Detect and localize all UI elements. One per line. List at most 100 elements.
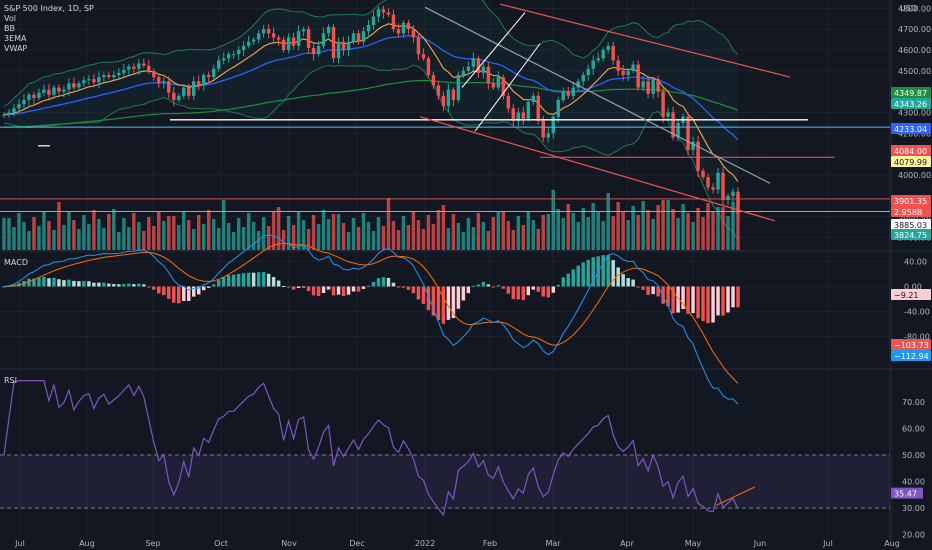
- macd-histogram-bar: [37, 277, 41, 287]
- volume-bar: [546, 214, 550, 250]
- rsi-tick-label: 60.00: [902, 424, 925, 433]
- volume-bar: [506, 221, 511, 250]
- volume-bar: [147, 217, 151, 250]
- candle-body: [566, 91, 570, 96]
- price-tag-label: 4079.99: [894, 158, 927, 167]
- candle-body: [107, 75, 111, 78]
- macd-title[interactable]: MACD: [4, 258, 28, 267]
- x-tick-label: Jul: [14, 539, 25, 548]
- candle-body: [576, 81, 580, 88]
- macd-histogram-bar: [167, 286, 171, 299]
- volume-bar: [511, 230, 516, 250]
- candle-body: [241, 45, 246, 50]
- indicator-3ema[interactable]: 3EMA: [4, 34, 27, 43]
- volume-bar: [92, 210, 96, 250]
- candle-body: [536, 95, 541, 121]
- candle-body: [406, 22, 411, 30]
- macd-histogram-bar: [471, 285, 476, 287]
- candle-body: [731, 191, 735, 196]
- macd-tick-label: -80.00: [904, 333, 930, 342]
- macd-histogram-bar: [726, 286, 730, 313]
- macd-histogram-bar: [441, 286, 446, 324]
- rsi-trendline: [715, 486, 756, 506]
- candle-body: [311, 47, 316, 55]
- candle-body: [441, 95, 446, 107]
- volume-bar: [216, 228, 221, 250]
- macd-histogram-bar: [506, 286, 511, 294]
- candle-body: [341, 41, 346, 50]
- macd-histogram-bar: [336, 286, 341, 295]
- macd-histogram-bar: [626, 278, 630, 287]
- candle-body: [271, 33, 276, 38]
- macd-histogram-bar: [301, 286, 306, 288]
- macd-histogram-bar: [122, 284, 126, 287]
- volume-bar: [556, 209, 560, 250]
- volume-bar: [451, 214, 456, 250]
- candle-body: [122, 69, 126, 73]
- macd-histogram-bar: [676, 286, 680, 313]
- macd-histogram-bar: [501, 286, 506, 289]
- macd-histogram-bar: [541, 286, 546, 297]
- price-tick-label: 4700.00: [898, 25, 931, 34]
- macd-histogram-bar: [496, 285, 501, 287]
- symbol-title[interactable]: S&P 500 Index, 1D, SP: [4, 4, 94, 13]
- candle-body: [256, 33, 261, 40]
- indicator-vol[interactable]: Vol: [4, 14, 16, 23]
- macd-histogram-bar: [87, 281, 91, 287]
- candle-body: [177, 95, 181, 100]
- candle-body: [511, 108, 516, 121]
- candle-body: [221, 58, 226, 61]
- volume-bar: [641, 201, 645, 250]
- macd-histogram-bar: [551, 286, 555, 293]
- candle-body: [581, 75, 585, 82]
- candle-body: [591, 60, 595, 69]
- candle-body: [491, 83, 496, 88]
- volume-bar: [167, 216, 171, 250]
- rsi-tick-label: 30.00: [902, 504, 925, 513]
- candle-body: [571, 87, 575, 96]
- volume-bar: [122, 218, 126, 250]
- macd-histogram-bar: [2, 286, 6, 288]
- indicator-vwap[interactable]: VWAP: [4, 44, 28, 53]
- macd-histogram-bar: [456, 286, 461, 309]
- price-tag-bg: [891, 229, 931, 240]
- macd-histogram-bar: [137, 283, 141, 287]
- macd-histogram-bar: [696, 286, 700, 319]
- macd-histogram-bar: [736, 286, 740, 308]
- candle-body: [87, 79, 91, 81]
- macd-histogram-bar: [291, 286, 296, 290]
- macd-histogram-bar: [581, 262, 585, 287]
- volume-bar: [391, 221, 396, 250]
- macd-histogram-bar: [371, 281, 376, 287]
- macd-histogram-bar: [421, 286, 426, 304]
- rsi-tick-label: 40.00: [902, 478, 925, 487]
- candle-body: [676, 122, 680, 138]
- macd-histogram-bar: [211, 284, 216, 287]
- candle-body: [22, 100, 26, 105]
- macd-histogram-bar: [182, 286, 186, 301]
- indicator-bb[interactable]: BB: [4, 24, 15, 33]
- volume-bar: [611, 216, 615, 250]
- volume-bar: [331, 214, 336, 250]
- macd-histogram-bar: [521, 286, 526, 301]
- macd-histogram-bar: [117, 284, 121, 287]
- macd-histogram-bar: [67, 279, 71, 287]
- rsi-title[interactable]: RSI: [4, 376, 17, 385]
- candle-body: [291, 37, 296, 46]
- candle-body: [127, 66, 131, 70]
- ema-slow-line: [3, 79, 739, 128]
- macd-histogram-bar: [281, 285, 286, 287]
- channel-top: [499, 3, 791, 78]
- macd-histogram-bar: [27, 278, 31, 287]
- macd-histogram-bar: [147, 286, 151, 288]
- rsi-band: [0, 455, 890, 509]
- macd-histogram-bar: [216, 280, 221, 287]
- volume-bar: [636, 215, 640, 250]
- x-tick-label: Jul: [822, 539, 833, 548]
- candle-body: [52, 87, 56, 95]
- candle-body: [82, 80, 86, 84]
- volume-bar: [626, 220, 630, 250]
- macd-histogram-bar: [431, 286, 436, 316]
- volume-bar: [211, 219, 216, 250]
